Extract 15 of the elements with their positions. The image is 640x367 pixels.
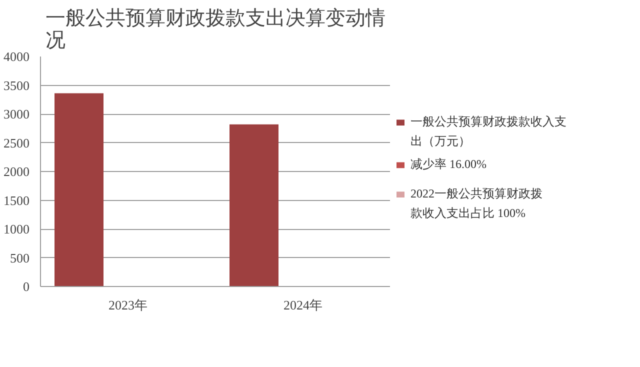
legend-label: 一般公共预算财政拨款收入支出（万元） bbox=[410, 114, 566, 148]
legend-label: 减少率 16.00% bbox=[410, 157, 486, 172]
y-tick-label: 3000 bbox=[4, 106, 30, 122]
y-tick-label: 1000 bbox=[4, 222, 30, 236]
y-tick-label: 1500 bbox=[4, 192, 30, 208]
legend-label: 2022一般公共预算财政拨款收入支出占比 100% bbox=[410, 186, 542, 220]
y-tick-label: 4000 bbox=[4, 49, 30, 64]
x-tick-label: 2023年 bbox=[108, 298, 148, 312]
y-tick-label: 0 bbox=[23, 279, 30, 294]
x-tick-label: 2024年 bbox=[284, 298, 322, 312]
y-tick-label: 2500 bbox=[4, 135, 30, 150]
y-tick-label: 500 bbox=[10, 250, 30, 266]
y-tick-label: 3500 bbox=[4, 78, 30, 93]
y-tick-label: 2000 bbox=[4, 164, 30, 179]
chart-title: 一般公共预算财政拨款支出决算变动情况 bbox=[46, 8, 386, 52]
